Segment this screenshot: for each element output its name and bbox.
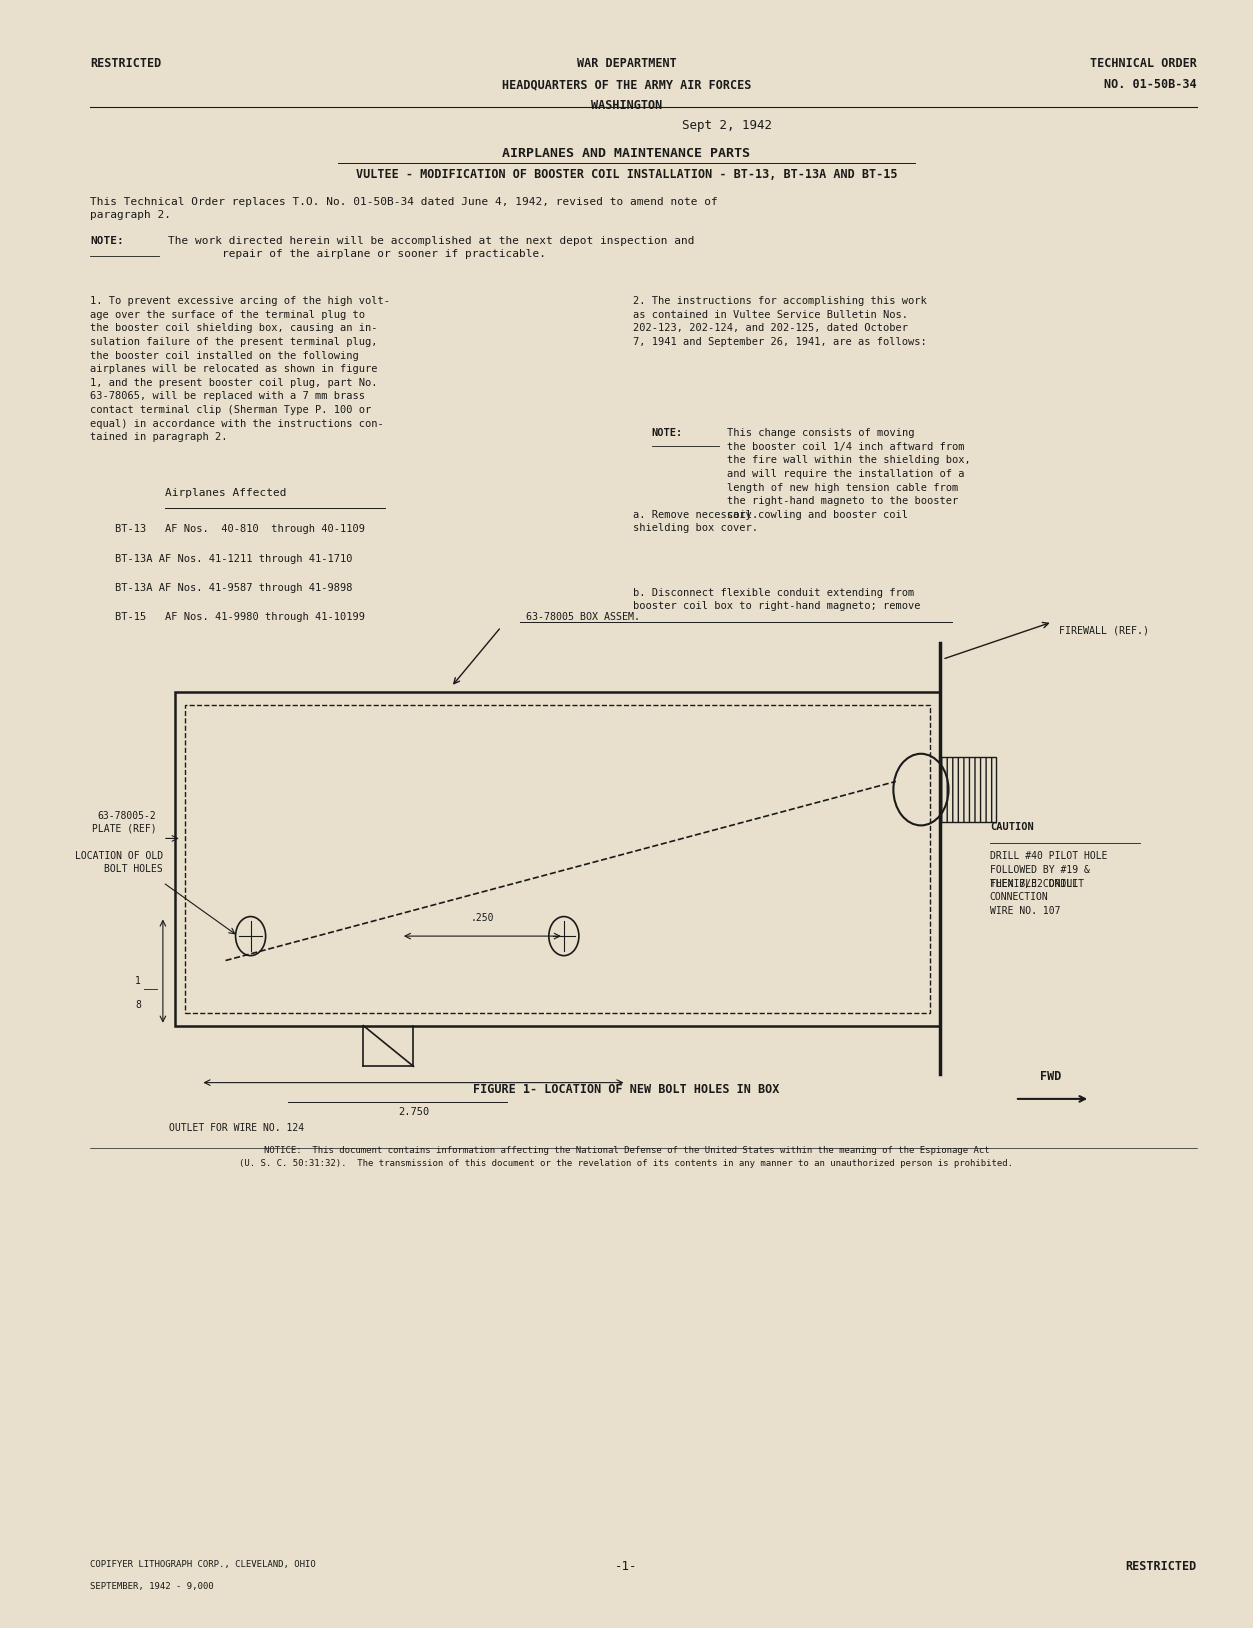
Text: BT-13A AF Nos. 41-1211 through 41-1710: BT-13A AF Nos. 41-1211 through 41-1710 xyxy=(115,554,353,563)
Bar xyxy=(185,705,930,1013)
Text: Sept 2, 1942: Sept 2, 1942 xyxy=(682,119,772,132)
Text: a. Remove necessary cowling and booster coil
shielding box cover.: a. Remove necessary cowling and booster … xyxy=(633,510,907,532)
Text: FIGURE 1- LOCATION OF NEW BOLT HOLES IN BOX: FIGURE 1- LOCATION OF NEW BOLT HOLES IN … xyxy=(474,1083,779,1096)
Text: BT-13A AF Nos. 41-9587 through 41-9898: BT-13A AF Nos. 41-9587 through 41-9898 xyxy=(115,583,353,593)
Text: RESTRICTED: RESTRICTED xyxy=(1125,1560,1197,1573)
Text: 63-78005-2
PLATE (REF): 63-78005-2 PLATE (REF) xyxy=(91,811,157,834)
Text: RESTRICTED: RESTRICTED xyxy=(90,57,162,70)
Text: BT-15   AF Nos. 41-9980 through 41-10199: BT-15 AF Nos. 41-9980 through 41-10199 xyxy=(115,612,366,622)
Text: FLEXIBLE CONDUIT
CONNECTION
WIRE NO. 107: FLEXIBLE CONDUIT CONNECTION WIRE NO. 107 xyxy=(990,879,1084,915)
Text: SEPTEMBER, 1942 - 9,000: SEPTEMBER, 1942 - 9,000 xyxy=(90,1582,214,1592)
Text: NOTE:: NOTE: xyxy=(652,428,683,438)
Text: FIREWALL (REF.): FIREWALL (REF.) xyxy=(1059,625,1149,635)
Text: NOTICE:  This document contains information affecting the National Defense of th: NOTICE: This document contains informati… xyxy=(239,1146,1014,1167)
Bar xyxy=(940,757,996,822)
Text: 2. The instructions for accomplishing this work
as contained in Vultee Service B: 2. The instructions for accomplishing th… xyxy=(633,296,926,347)
Text: 1. To prevent excessive arcing of the high volt-
age over the surface of the ter: 1. To prevent excessive arcing of the hi… xyxy=(90,296,390,443)
Text: This change consists of moving
the booster coil 1/4 inch aftward from
the fire w: This change consists of moving the boost… xyxy=(727,428,971,519)
Text: LOCATION OF OLD
BOLT HOLES: LOCATION OF OLD BOLT HOLES xyxy=(75,851,163,874)
Text: Airplanes Affected: Airplanes Affected xyxy=(165,488,287,498)
Text: NOTE:: NOTE: xyxy=(90,236,124,246)
Text: DRILL #40 PILOT HOLE
FOLLOWED BY #19 &
THEN 7/32 DRILL: DRILL #40 PILOT HOLE FOLLOWED BY #19 & T… xyxy=(990,851,1108,889)
Text: WASHINGTON: WASHINGTON xyxy=(591,99,662,112)
Text: .250: .250 xyxy=(471,913,494,923)
Text: b. Disconnect flexible conduit extending from
booster coil box to right-hand mag: b. Disconnect flexible conduit extending… xyxy=(633,588,920,610)
Text: COPIFYER LITHOGRAPH CORP., CLEVELAND, OHIO: COPIFYER LITHOGRAPH CORP., CLEVELAND, OH… xyxy=(90,1560,316,1569)
Text: HEADQUARTERS OF THE ARMY AIR FORCES: HEADQUARTERS OF THE ARMY AIR FORCES xyxy=(501,78,752,91)
Text: NO. 01-50B-34: NO. 01-50B-34 xyxy=(1104,78,1197,91)
Bar xyxy=(175,692,940,1026)
Text: OUTLET FOR WIRE NO. 124: OUTLET FOR WIRE NO. 124 xyxy=(169,1123,304,1133)
Text: TECHNICAL ORDER: TECHNICAL ORDER xyxy=(1090,57,1197,70)
Text: BT-13   AF Nos.  40-810  through 40-1109: BT-13 AF Nos. 40-810 through 40-1109 xyxy=(115,524,366,534)
Text: CAUTION: CAUTION xyxy=(990,822,1034,832)
Text: This Technical Order replaces T.O. No. 01-50B-34 dated June 4, 1942, revised to : This Technical Order replaces T.O. No. 0… xyxy=(90,197,718,220)
Text: VULTEE - MODIFICATION OF BOOSTER COIL INSTALLATION - BT-13, BT-13A AND BT-15: VULTEE - MODIFICATION OF BOOSTER COIL IN… xyxy=(356,168,897,181)
Text: 1: 1 xyxy=(135,975,140,987)
Text: -1-: -1- xyxy=(615,1560,638,1573)
Text: 2.750: 2.750 xyxy=(398,1107,429,1117)
Text: The work directed herein will be accomplished at the next depot inspection and
 : The work directed herein will be accompl… xyxy=(168,236,694,259)
Text: FWD: FWD xyxy=(1040,1070,1061,1083)
Text: 8: 8 xyxy=(135,1000,140,1011)
Text: 63-78005 BOX ASSEM.: 63-78005 BOX ASSEM. xyxy=(526,612,640,622)
Text: WAR DEPARTMENT: WAR DEPARTMENT xyxy=(576,57,677,70)
Text: AIRPLANES AND MAINTENANCE PARTS: AIRPLANES AND MAINTENANCE PARTS xyxy=(502,147,751,160)
